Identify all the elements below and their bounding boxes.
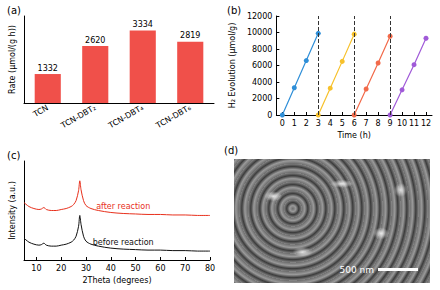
svg-text:50: 50 <box>131 264 141 273</box>
svg-text:2000: 2000 <box>252 94 272 103</box>
svg-text:12: 12 <box>421 119 431 128</box>
svg-text:5: 5 <box>340 119 345 128</box>
svg-text:Intensity (a.u.): Intensity (a.u.) <box>8 181 17 240</box>
svg-text:(c): (c) <box>7 150 20 161</box>
svg-text:TCN-DBT₂: TCN-DBT₂ <box>59 103 98 131</box>
svg-text:TCN-DBT₄: TCN-DBT₄ <box>106 103 145 131</box>
svg-text:2819: 2819 <box>180 31 200 40</box>
svg-text:6: 6 <box>352 119 357 128</box>
svg-text:H₂ Evolution (μmol/g): H₂ Evolution (μmol/g) <box>228 23 237 109</box>
svg-text:12000: 12000 <box>247 12 272 21</box>
svg-text:(b): (b) <box>227 5 241 16</box>
svg-text:0: 0 <box>267 111 272 120</box>
svg-text:7: 7 <box>364 119 369 128</box>
svg-text:after reaction: after reaction <box>96 202 150 211</box>
svg-text:Time (h): Time (h) <box>336 131 370 140</box>
svg-text:Rate (μmol/(g h)): Rate (μmol/(g h)) <box>8 25 17 94</box>
svg-text:8: 8 <box>376 119 381 128</box>
svg-text:(a): (a) <box>7 5 21 16</box>
svg-text:11: 11 <box>409 119 419 128</box>
svg-text:2Theta (degrees): 2Theta (degrees) <box>83 276 152 285</box>
svg-text:TCN: TCN <box>31 103 50 119</box>
svg-text:40: 40 <box>106 264 116 273</box>
svg-text:4: 4 <box>328 119 333 128</box>
svg-text:3334: 3334 <box>133 20 153 29</box>
svg-text:10000: 10000 <box>247 28 272 37</box>
svg-text:60: 60 <box>155 264 165 273</box>
svg-text:4000: 4000 <box>252 78 272 87</box>
svg-text:70: 70 <box>180 264 190 273</box>
svg-text:20: 20 <box>56 264 66 273</box>
svg-text:8000: 8000 <box>252 45 272 54</box>
svg-text:1332: 1332 <box>38 64 58 73</box>
html-text:(d): (d) <box>224 145 239 156</box>
svg-text:9: 9 <box>388 119 393 128</box>
svg-text:30: 30 <box>81 264 91 273</box>
svg-text:10: 10 <box>31 264 41 273</box>
svg-text:10: 10 <box>397 119 407 128</box>
svg-text:TCN-DBT₆: TCN-DBT₆ <box>154 103 193 131</box>
html-text:500 nm: 500 nm <box>339 265 374 275</box>
svg-text:0: 0 <box>280 119 285 128</box>
svg-text:6000: 6000 <box>252 61 272 70</box>
svg-text:3: 3 <box>316 119 321 128</box>
svg-text:1: 1 <box>292 119 297 128</box>
svg-text:80: 80 <box>205 264 215 273</box>
svg-text:2620: 2620 <box>85 36 105 45</box>
svg-text:2: 2 <box>304 119 309 128</box>
svg-text:before reaction: before reaction <box>93 238 154 247</box>
